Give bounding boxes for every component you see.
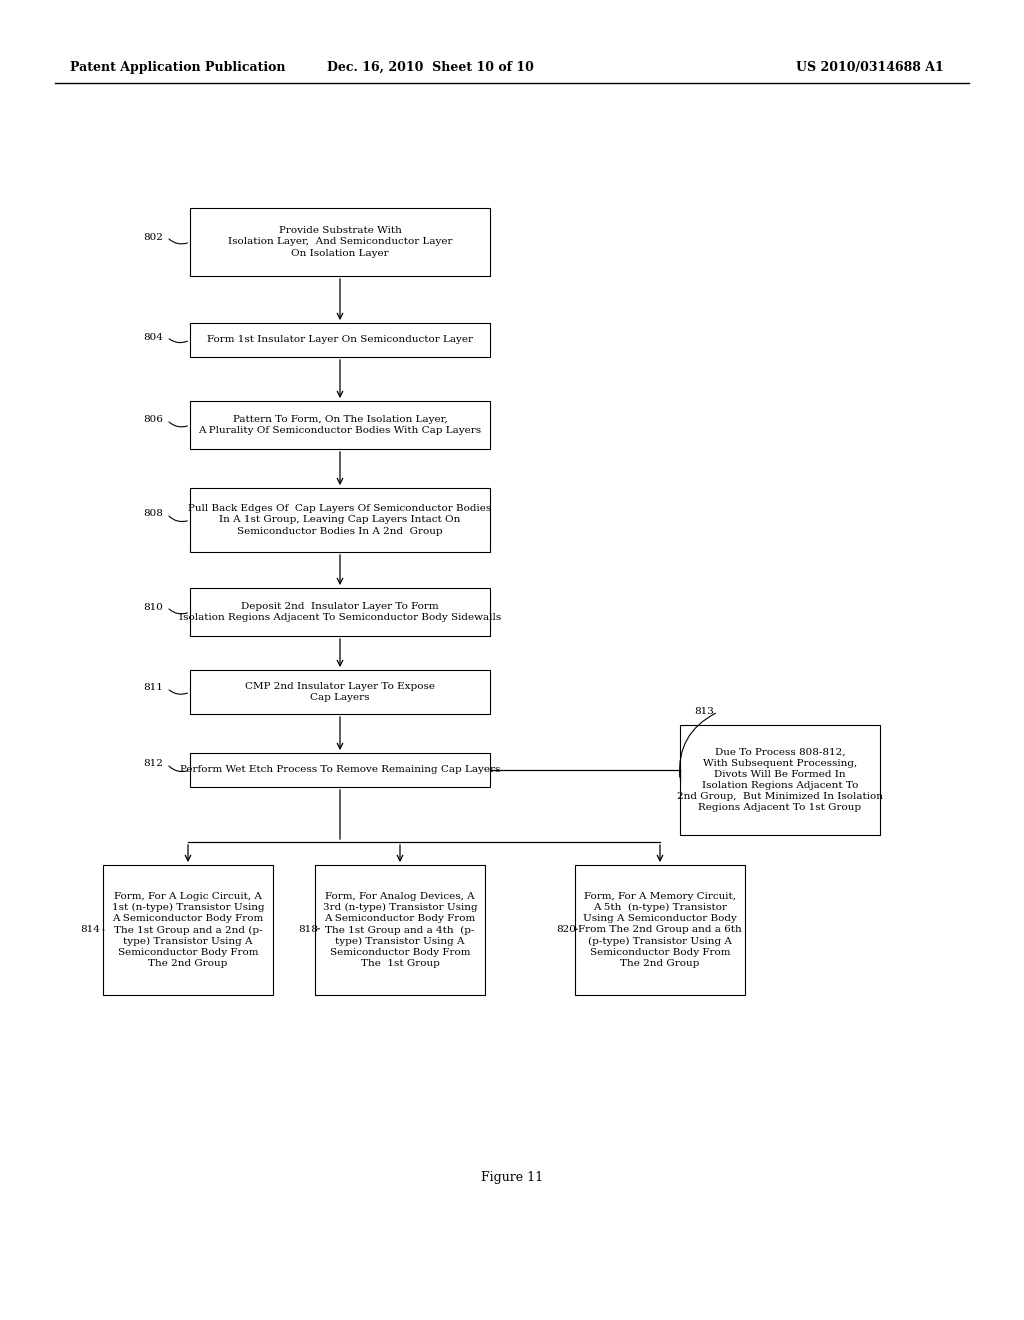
Text: Patent Application Publication: Patent Application Publication <box>70 61 286 74</box>
Text: Form, For Analog Devices, A
3rd (n-type) Transistor Using
A Semiconductor Body F: Form, For Analog Devices, A 3rd (n-type)… <box>323 892 477 968</box>
Text: Form, For A Logic Circuit, A
1st (n-type) Transistor Using
A Semiconductor Body : Form, For A Logic Circuit, A 1st (n-type… <box>112 892 264 968</box>
Text: 808: 808 <box>143 510 163 519</box>
Bar <box>190 488 490 552</box>
Text: Due To Process 808-812,
With Subsequent Processing,
Divots Will Be Formed In
Iso: Due To Process 808-812, With Subsequent … <box>677 747 883 812</box>
Bar <box>315 865 485 995</box>
Text: US 2010/0314688 A1: US 2010/0314688 A1 <box>796 61 944 74</box>
Text: 818: 818 <box>298 925 318 935</box>
Text: 820: 820 <box>556 925 575 935</box>
Text: Perform Wet Etch Process To Remove Remaining Cap Layers: Perform Wet Etch Process To Remove Remai… <box>180 766 500 775</box>
Bar <box>190 671 490 714</box>
Bar <box>680 725 880 836</box>
Text: 811: 811 <box>143 684 163 693</box>
Bar <box>190 752 490 787</box>
Text: Provide Substrate With
Isolation Layer,  And Semiconductor Layer
On Isolation La: Provide Substrate With Isolation Layer, … <box>227 227 453 257</box>
Text: Pattern To Form, On The Isolation Layer,
A Plurality Of Semiconductor Bodies Wit: Pattern To Form, On The Isolation Layer,… <box>199 414 481 436</box>
Bar <box>190 587 490 636</box>
Text: CMP 2nd Insulator Layer To Expose
Cap Layers: CMP 2nd Insulator Layer To Expose Cap La… <box>245 682 435 702</box>
Bar <box>190 209 490 276</box>
Text: 813: 813 <box>694 708 714 717</box>
Text: Form 1st Insulator Layer On Semiconductor Layer: Form 1st Insulator Layer On Semiconducto… <box>207 335 473 345</box>
Text: 812: 812 <box>143 759 163 768</box>
Bar <box>575 865 745 995</box>
Text: 804: 804 <box>143 333 163 342</box>
Text: 814: 814 <box>80 925 100 935</box>
Bar <box>103 865 273 995</box>
Text: 802: 802 <box>143 232 163 242</box>
Bar <box>190 401 490 449</box>
Bar <box>190 323 490 356</box>
Text: 810: 810 <box>143 602 163 611</box>
Text: Deposit 2nd  Insulator Layer To Form
Isolation Regions Adjacent To Semiconductor: Deposit 2nd Insulator Layer To Form Isol… <box>179 602 501 622</box>
Text: Figure 11: Figure 11 <box>481 1172 543 1184</box>
Text: 806: 806 <box>143 416 163 425</box>
Text: Dec. 16, 2010  Sheet 10 of 10: Dec. 16, 2010 Sheet 10 of 10 <box>327 61 534 74</box>
Text: Pull Back Edges Of  Cap Layers Of Semiconductor Bodies
In A 1st Group, Leaving C: Pull Back Edges Of Cap Layers Of Semicon… <box>188 504 492 536</box>
Text: Form, For A Memory Circuit,
A 5th  (n-type) Transistor
Using A Semiconductor Bod: Form, For A Memory Circuit, A 5th (n-typ… <box>579 892 741 968</box>
